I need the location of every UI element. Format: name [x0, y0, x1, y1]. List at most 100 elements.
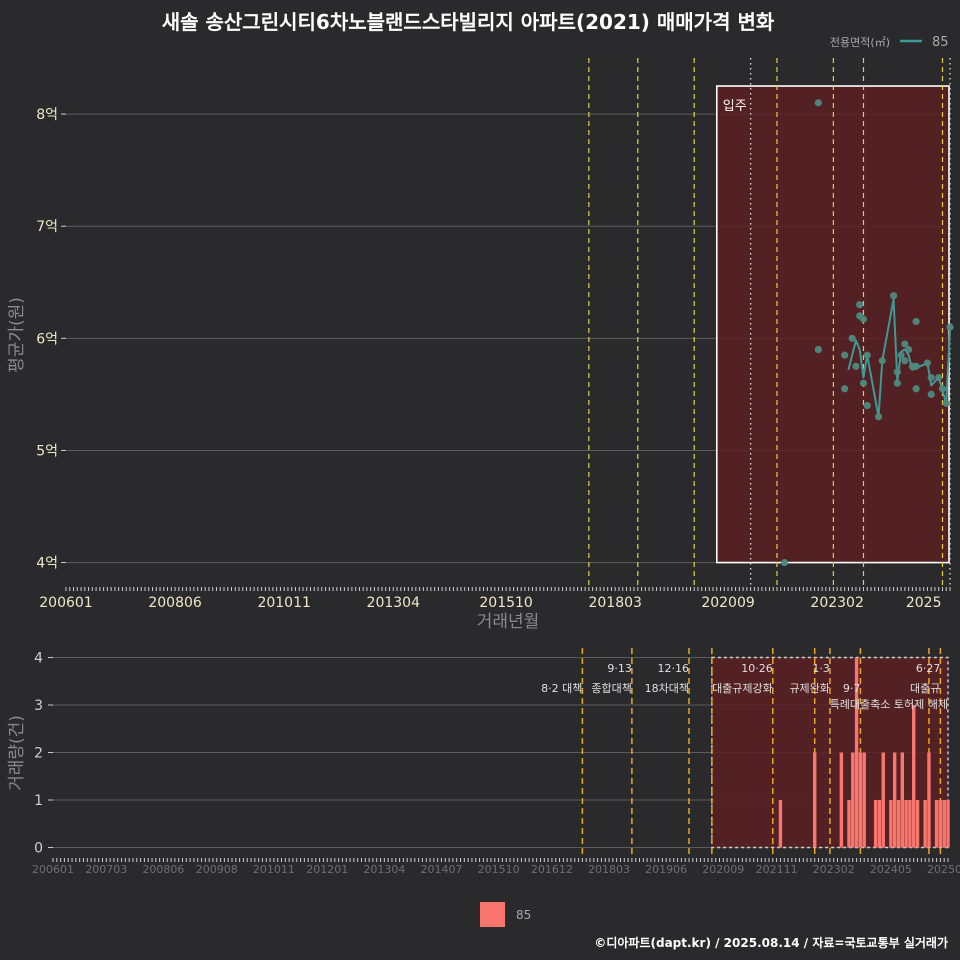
volume-y-ticks: 0 1 2 3 4: [34, 651, 53, 857]
policy-date-label: 12·16: [658, 662, 690, 675]
price-point: [893, 379, 901, 387]
price-point: [897, 351, 905, 359]
price-point: [923, 359, 932, 367]
price-points: [780, 99, 954, 567]
volume-y-tick-label: 2: [34, 746, 43, 762]
policy-name-label: 9·7: [843, 682, 861, 695]
price-point: [780, 558, 789, 567]
volume-bar: [934, 800, 939, 848]
volume-y-tick-label: 4: [34, 651, 43, 667]
volume-bar: [812, 752, 817, 848]
price-point: [912, 385, 920, 393]
price-point: [874, 413, 883, 421]
price-point: [814, 345, 822, 354]
volume-bar: [908, 800, 912, 848]
policy-name-label: 18차대책: [645, 682, 689, 695]
volume-bar: [778, 800, 783, 848]
price-point: [814, 99, 822, 107]
legend-bottom: 85: [480, 902, 531, 927]
price-point: [863, 351, 871, 359]
price-point: [935, 373, 943, 382]
policy-name-label: 종합대책: [591, 682, 631, 695]
chart-title: 새솔 송산그린시티6차노블랜드스타빌리지 아파트(2021) 매매가격 변화: [162, 10, 775, 34]
legend-top-label: 85: [932, 35, 949, 50]
volume-bar: [862, 752, 866, 848]
volume-bar: [892, 752, 897, 848]
price-point: [863, 401, 871, 410]
price-x-tick-label: 201304: [367, 595, 421, 611]
policy-name-label: 대출규제강화: [712, 682, 773, 695]
volume-bar: [946, 800, 950, 848]
volume-panel: 8·2 대책 9·13 종합대책 12·16 18차대책 10·26 대출규제강화 1·3 규제…: [7, 648, 960, 876]
volume-bar: [923, 800, 927, 848]
price-point: [852, 362, 860, 370]
price-trend-line: [847, 298, 951, 418]
occupancy-label: 입주: [723, 99, 747, 114]
volume-x-tick-label: 201201: [306, 863, 348, 876]
volume-x-tick-label: 201011: [253, 863, 295, 876]
price-point: [841, 385, 849, 393]
volume-bar: [877, 800, 882, 848]
price-point: [942, 399, 950, 407]
policy-name-label: 규제완화: [789, 682, 829, 695]
volume-x-tick-label: 201803: [588, 863, 630, 876]
price-y-axis-label: 평균가(원): [7, 297, 27, 373]
volume-x-tick-label: 200806: [142, 863, 184, 876]
price-point: [889, 292, 898, 300]
legend-top: 전용면적(㎡) 85: [830, 35, 949, 50]
policy-note: 특례대출축소 토허제 해제: [830, 697, 948, 711]
volume-bar: [847, 800, 851, 848]
volume-x-tick-label: 201612: [531, 863, 573, 876]
price-point: [927, 373, 935, 382]
price-y-tick-label: 6억: [36, 331, 58, 347]
price-x-tick-label: 202302: [810, 595, 863, 611]
policy-name-label: 8·2 대책: [541, 682, 582, 695]
volume-x-tick-label: 200703: [85, 863, 127, 876]
volume-y-tick-label: 3: [34, 698, 43, 714]
volume-bar: [881, 752, 885, 848]
policy-date-label: 10·26: [741, 662, 773, 675]
price-point: [859, 315, 868, 323]
price-point: [938, 385, 947, 393]
volume-x-ticks: 200601 200703 200806 200908 201011 201201 2013…: [32, 858, 960, 876]
volume-x-tick-label: 202405: [870, 863, 912, 876]
price-point: [912, 317, 920, 326]
volume-y-axis-label: 거래량(건): [7, 715, 27, 791]
price-point: [893, 368, 901, 376]
volume-bar: [854, 657, 859, 848]
volume-bar: [889, 800, 893, 848]
price-x-tick-label: 202009: [701, 595, 754, 611]
price-x-tick-label: 201510: [479, 595, 532, 611]
price-y-tick-label: 7억: [36, 219, 58, 235]
volume-bars: [778, 657, 950, 848]
volume-y-tick-label: 1: [34, 793, 43, 809]
volume-bar: [858, 752, 863, 848]
policy-name-label: 대출규: [910, 682, 940, 695]
policy-labels: 8·2 대책 9·13 종합대책 12·16 18차대책 10·26 대출규제강화 1·3 규제…: [541, 662, 940, 695]
price-x-ticks: 200601 200806 201011 201304 201510 201803 2020…: [39, 587, 951, 611]
price-x-axis-label: 거래년월: [477, 612, 540, 632]
volume-bar: [915, 800, 920, 848]
price-x-tick-label: 2025: [906, 595, 942, 611]
volume-x-tick-label: 202508: [927, 863, 960, 876]
volume-bar: [873, 800, 878, 848]
price-line-series: [847, 298, 951, 418]
volume-x-tick-label: 201906: [645, 863, 687, 876]
price-point: [841, 351, 849, 359]
volume-bar: [938, 800, 943, 848]
price-x-tick-label: 201011: [257, 595, 310, 611]
price-point: [946, 323, 954, 331]
price-y-ticks: 4억 5억 6억 7억 8억: [36, 107, 66, 572]
volume-bar: [927, 752, 931, 848]
policy-date-label: 6·27: [916, 662, 941, 675]
volume-bar: [912, 705, 916, 848]
price-point: [927, 390, 935, 398]
volume-x-tick-label: 202111: [756, 863, 798, 876]
price-point: [912, 362, 920, 370]
volume-x-tick-label: 202302: [813, 863, 855, 876]
price-y-tick-label: 5억: [36, 443, 58, 459]
volume-x-tick-label: 200908: [196, 863, 238, 876]
volume-bar: [904, 800, 908, 848]
